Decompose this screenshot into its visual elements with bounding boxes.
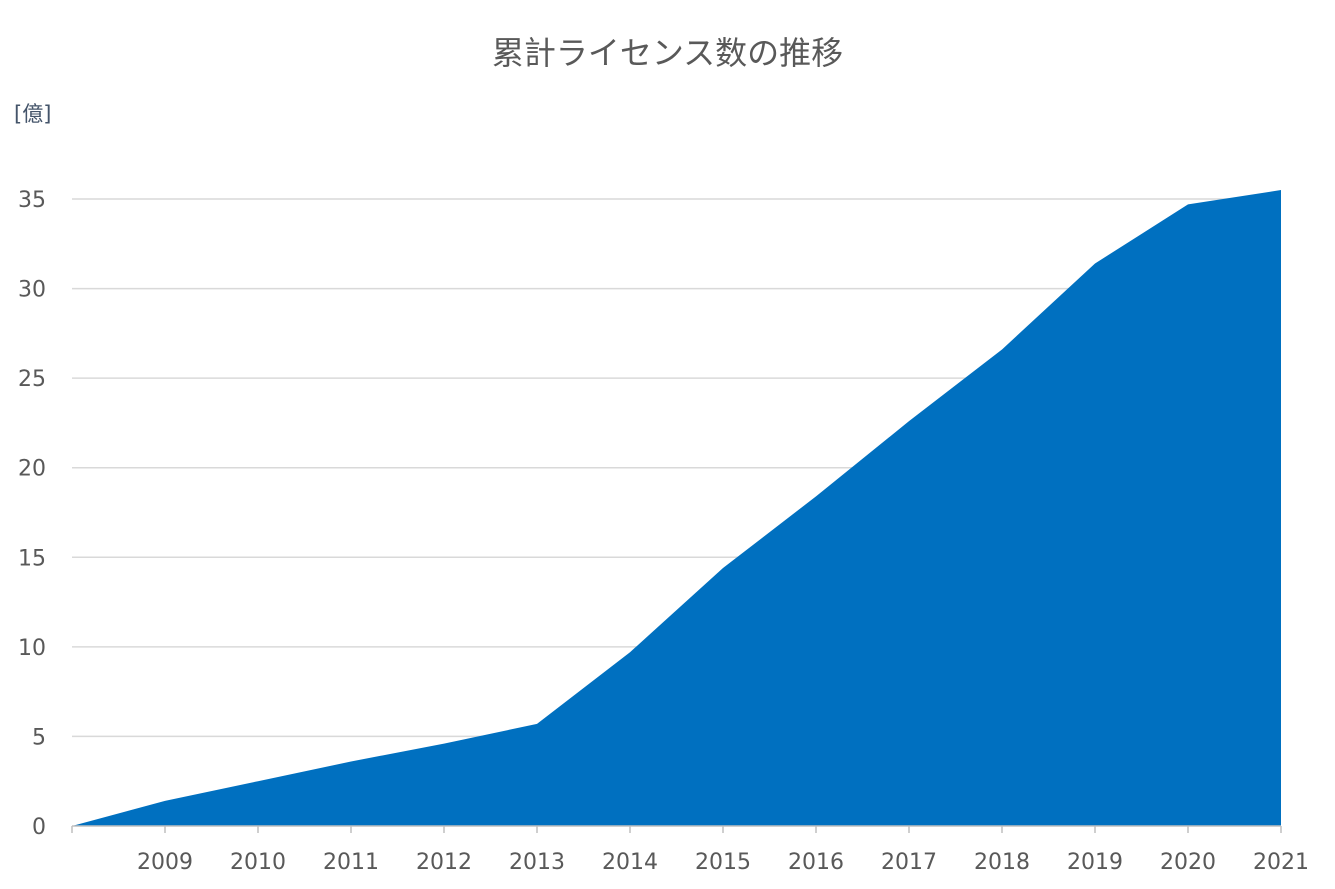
x-tick-label: 2019 xyxy=(1067,850,1123,875)
x-tick-label: 2021 xyxy=(1253,850,1309,875)
x-tick-label: 2009 xyxy=(137,850,193,875)
x-tick-label: 2011 xyxy=(323,850,379,875)
y-tick-label: 5 xyxy=(32,725,46,750)
x-tick-label: 2010 xyxy=(230,850,286,875)
y-tick-label: 0 xyxy=(32,815,46,840)
axes xyxy=(71,825,1282,833)
y-tick-label: 10 xyxy=(18,636,46,661)
y-unit-label: [億] xyxy=(14,102,52,126)
y-tick-label: 30 xyxy=(18,278,46,303)
x-tick-label: 2012 xyxy=(416,850,472,875)
y-tick-label: 35 xyxy=(18,188,46,213)
chart-title: 累計ライセンス数の推移 xyxy=(491,34,844,72)
series-area xyxy=(72,190,1281,827)
y-tick-label: 20 xyxy=(18,457,46,482)
x-tick-label: 2014 xyxy=(602,850,658,875)
y-tick-label: 25 xyxy=(18,367,46,392)
x-tick-labels: 2009 2010 2011 2012 2013 2014 2015 2016 2017 2018… xyxy=(137,850,1309,875)
series-area-layer xyxy=(71,190,1282,827)
x-tick-label: 2018 xyxy=(974,850,1030,875)
y-tick-labels: 0 5 10 15 20 25 30 35 xyxy=(18,188,46,840)
x-tick-label: 2015 xyxy=(695,850,751,875)
x-tick-label: 2016 xyxy=(788,850,844,875)
x-tick-label: 2020 xyxy=(1160,850,1216,875)
x-tick-label: 2017 xyxy=(881,850,937,875)
y-tick-label: 15 xyxy=(18,546,46,571)
x-tick-label: 2013 xyxy=(509,850,565,875)
